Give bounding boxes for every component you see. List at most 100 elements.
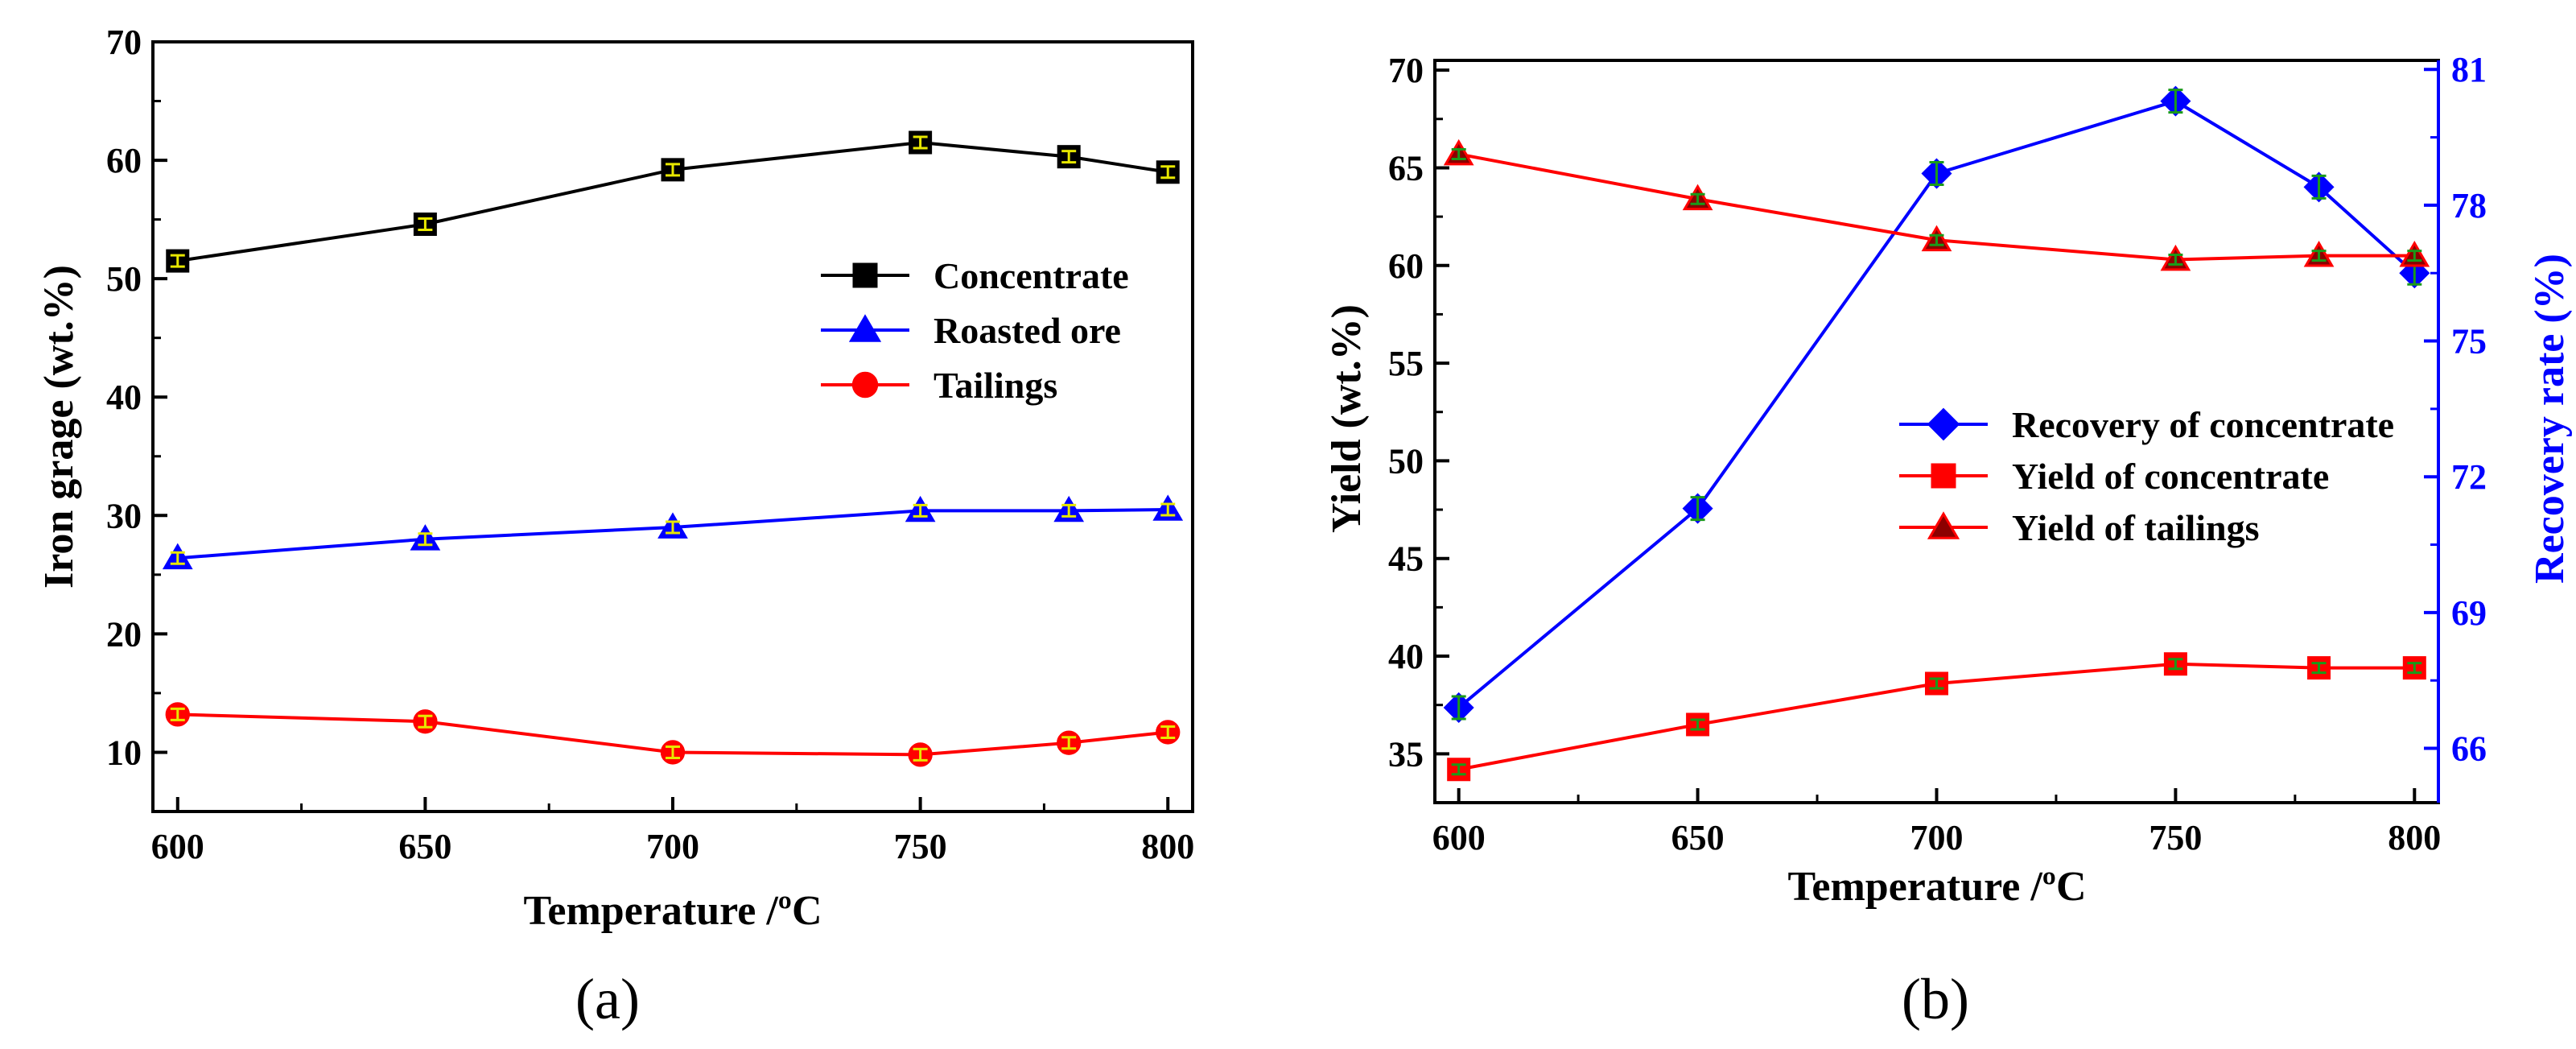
data-point bbox=[166, 249, 190, 273]
data-point bbox=[2402, 656, 2426, 680]
data-point bbox=[2399, 241, 2430, 267]
data-point-error-bar bbox=[1690, 496, 1705, 522]
x-tick-label: 800 bbox=[1141, 827, 1194, 866]
data-point-error-bar bbox=[1690, 718, 1705, 731]
series-line bbox=[177, 507, 1168, 560]
data-point-error-bar bbox=[1451, 763, 1466, 776]
data-point-error-bar bbox=[1061, 150, 1077, 164]
y-tick-label: 55 bbox=[1388, 344, 1424, 383]
data-point bbox=[1053, 495, 1085, 522]
data-point-error-bar bbox=[1451, 147, 1466, 160]
x-tick-label: 650 bbox=[1671, 818, 1725, 857]
data-point-error-bar bbox=[666, 520, 680, 535]
legend-marker bbox=[1927, 511, 1960, 539]
data-point-marker bbox=[1447, 758, 1471, 782]
data-point-error-bar bbox=[913, 135, 928, 150]
data-point-error-bar bbox=[418, 532, 433, 547]
series-concentrate bbox=[166, 130, 1180, 273]
data-point bbox=[413, 709, 438, 734]
legend-item: Yield of tailings bbox=[1899, 507, 2260, 548]
legend-label: Roasted ore bbox=[934, 310, 1121, 351]
data-point-error-bar bbox=[666, 163, 680, 177]
series-line bbox=[177, 712, 1168, 757]
data-point-error-bar bbox=[418, 217, 433, 231]
x-tick-label: 750 bbox=[894, 827, 947, 866]
data-point bbox=[2307, 656, 2331, 680]
data-point bbox=[1921, 158, 1952, 189]
series-line bbox=[177, 141, 1168, 263]
legend-item: Roasted ore bbox=[821, 310, 1121, 351]
legend-item: Concentrate bbox=[821, 255, 1129, 296]
data-point bbox=[1156, 160, 1180, 184]
y-tick-label: 10 bbox=[106, 733, 142, 772]
data-point-error-bar bbox=[2311, 250, 2327, 262]
data-point-error-bar bbox=[2168, 89, 2183, 114]
data-point-error-bar bbox=[170, 551, 185, 565]
data-point bbox=[1443, 138, 1474, 166]
legend-marker bbox=[852, 262, 878, 288]
y2-tick-label: 72 bbox=[2451, 457, 2487, 497]
y2-tick-label: 66 bbox=[2451, 729, 2487, 769]
data-point bbox=[2303, 241, 2335, 267]
x-tick-label: 600 bbox=[151, 827, 204, 866]
data-point-error-bar bbox=[1929, 677, 1944, 690]
data-point-error-bar bbox=[913, 747, 928, 762]
data-point bbox=[657, 512, 688, 539]
chart-a-plot-frame bbox=[151, 40, 1194, 813]
data-point bbox=[162, 543, 193, 570]
chart-a-x-axis-title: Temperature /ºC bbox=[523, 888, 822, 934]
y-tick-label: 60 bbox=[1388, 246, 1424, 286]
data-point-error-bar bbox=[1160, 502, 1176, 517]
data-point bbox=[1156, 720, 1181, 745]
legend-label: Yield of concentrate bbox=[2012, 456, 2329, 497]
legend-marker bbox=[848, 314, 882, 342]
chart-a-x-axis: 600 650 700 750 800 bbox=[151, 797, 1194, 866]
data-point-error-bar bbox=[2407, 250, 2422, 262]
x-tick-label: 700 bbox=[1910, 818, 1964, 857]
series-roasted-ore bbox=[162, 494, 1184, 570]
data-point-error-bar bbox=[2168, 658, 2183, 671]
data-point bbox=[1447, 758, 1471, 782]
x-tick-label: 600 bbox=[1432, 818, 1486, 857]
chart-b: 35 40 45 50 55 60 65 70 66 69 72 75 78 81 600 650 700 7… bbox=[1324, 50, 2573, 1031]
y-tick-label: 40 bbox=[106, 378, 142, 417]
data-point-error-bar bbox=[1929, 161, 1944, 187]
data-point-error-bar bbox=[913, 503, 928, 518]
data-point bbox=[165, 702, 190, 727]
y2-tick-label: 78 bbox=[2451, 186, 2487, 225]
chart-b-series bbox=[1443, 85, 2430, 782]
y-tick-label: 35 bbox=[1388, 734, 1424, 774]
figure-label-b: (b) bbox=[1902, 967, 1969, 1031]
data-point-error-bar bbox=[418, 714, 433, 729]
y-tick-label: 50 bbox=[1388, 441, 1424, 481]
data-point bbox=[413, 212, 437, 236]
y-tick-label: 50 bbox=[106, 259, 142, 299]
data-point-marker bbox=[2402, 656, 2426, 680]
data-point bbox=[1057, 730, 1082, 755]
data-point-marker bbox=[413, 212, 437, 236]
chart-b-legend: Recovery of concentrate Yield of concentr… bbox=[1899, 404, 2394, 548]
data-point bbox=[2163, 652, 2187, 676]
legend-label: Recovery of concentrate bbox=[2012, 404, 2394, 445]
data-point bbox=[1152, 494, 1184, 521]
data-point-error-bar bbox=[2168, 253, 2183, 266]
data-point bbox=[2160, 85, 2191, 117]
legend-label: Yield of tailings bbox=[2012, 507, 2260, 548]
data-point bbox=[1057, 145, 1081, 169]
chart-b-y2-axis: 66 69 72 75 78 81 bbox=[2424, 50, 2487, 769]
legend-item: Recovery of concentrate bbox=[1899, 404, 2394, 445]
legend-label: Tailings bbox=[934, 365, 1057, 406]
data-point bbox=[661, 158, 685, 182]
y-tick-label: 30 bbox=[106, 496, 142, 535]
data-point bbox=[909, 130, 933, 155]
x-tick-label: 650 bbox=[398, 827, 451, 866]
legend-item: Yield of concentrate bbox=[1899, 456, 2329, 497]
data-point bbox=[1925, 671, 1948, 696]
x-tick-label: 800 bbox=[2388, 818, 2441, 857]
series-yield-of-tailings bbox=[1443, 138, 2430, 271]
data-point-error-bar bbox=[1690, 192, 1705, 205]
series-line bbox=[1458, 152, 2415, 262]
data-point bbox=[1686, 712, 1710, 737]
legend-label: Concentrate bbox=[934, 255, 1129, 296]
